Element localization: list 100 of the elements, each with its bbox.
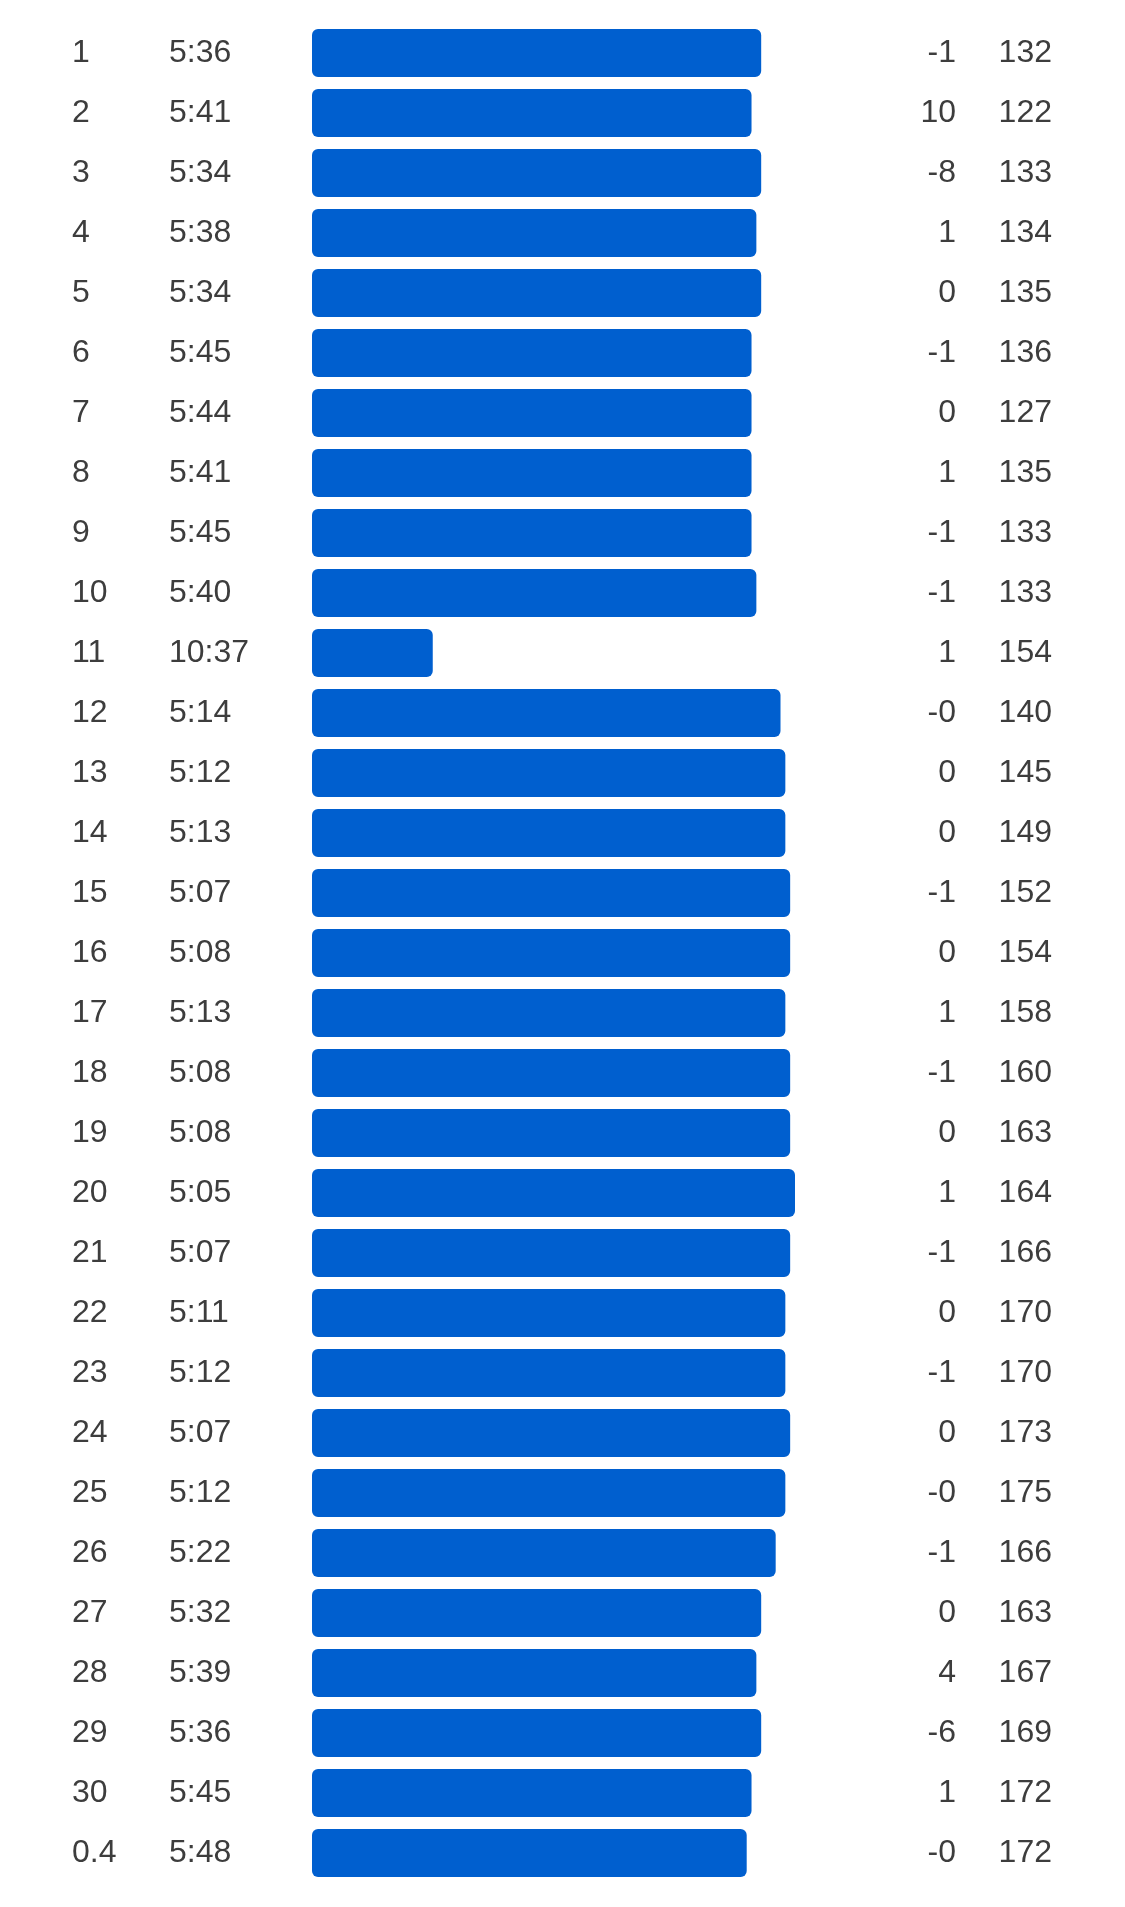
text: 5:12 [169, 1472, 232, 1509]
text: -1 [927, 32, 956, 69]
text: 163 [998, 1112, 1052, 1149]
text: 136 [998, 332, 1052, 369]
y-tick-label: 6 [72, 332, 90, 369]
text: 5:13 [169, 812, 232, 849]
text: 135 [998, 272, 1052, 309]
bar [312, 569, 757, 617]
text: 163 [998, 1592, 1052, 1629]
y-tick-label: 2 [72, 92, 90, 129]
y-tick-label: 18 [72, 1052, 108, 1089]
text: -0 [927, 1832, 956, 1869]
text: 5:22 [169, 1532, 232, 1569]
text: 5:45 [169, 1772, 232, 1809]
text: 5:12 [169, 1352, 232, 1389]
text: 170 [998, 1292, 1052, 1329]
y-tick-label: 14 [72, 812, 108, 849]
text: 10:37 [169, 632, 250, 669]
y-tick-label: 27 [72, 1592, 108, 1629]
bar [312, 1289, 786, 1337]
text: 172 [998, 1832, 1052, 1869]
text: 5:41 [169, 92, 232, 129]
bar [312, 929, 791, 977]
text: 5:34 [169, 152, 232, 189]
bar [312, 989, 786, 1037]
y-tick-label: 17 [72, 992, 108, 1029]
bar [312, 629, 433, 677]
text: 5:38 [169, 212, 232, 249]
text: 1 [938, 992, 956, 1029]
text: -1 [927, 1232, 956, 1269]
y-tick-label: 8 [72, 452, 90, 489]
y-tick-label: 30 [72, 1772, 108, 1809]
text: 167 [998, 1652, 1052, 1689]
text: 158 [998, 992, 1052, 1029]
y-tick-label: 15 [72, 872, 108, 909]
bar [312, 449, 752, 497]
text: 1 [938, 1772, 956, 1809]
text: 5:08 [169, 1052, 232, 1089]
text: 5:11 [169, 1292, 229, 1329]
text: 5:36 [169, 32, 232, 69]
y-tick-label: 16 [72, 932, 108, 969]
text: 135 [998, 452, 1052, 489]
text: 134 [998, 212, 1052, 249]
text: 0 [938, 932, 956, 969]
text: 152 [998, 872, 1052, 909]
y-tick-label: 12 [72, 692, 108, 729]
bar [312, 689, 781, 737]
bar [312, 1409, 791, 1457]
bar [312, 389, 752, 437]
text: -1 [927, 1532, 956, 1569]
text: -1 [927, 1352, 956, 1389]
text: 122 [998, 92, 1052, 129]
bar [312, 89, 752, 137]
y-tick-label: 7 [72, 392, 90, 429]
text: 5:48 [169, 1832, 232, 1869]
text: -1 [927, 1052, 956, 1089]
text: 4 [938, 1652, 956, 1689]
text: -1 [927, 572, 956, 609]
text: -6 [927, 1712, 956, 1749]
text: 169 [998, 1712, 1052, 1749]
text: 0 [938, 272, 956, 309]
text: 1 [938, 1172, 956, 1209]
text: 149 [998, 812, 1052, 849]
text: 1 [938, 212, 956, 249]
text: 5:45 [169, 332, 232, 369]
bar [312, 1529, 776, 1577]
text: 5:44 [169, 392, 232, 429]
text: 5:08 [169, 1112, 232, 1149]
text: 133 [998, 152, 1052, 189]
y-tick-label: 19 [72, 1112, 108, 1149]
bar [312, 209, 757, 257]
text: 170 [998, 1352, 1052, 1389]
text: -0 [927, 692, 956, 729]
text: 145 [998, 752, 1052, 789]
text: 133 [998, 572, 1052, 609]
text: 5:34 [169, 272, 232, 309]
text: 5:40 [169, 572, 232, 609]
bar [312, 809, 786, 857]
y-tick-label: 3 [72, 152, 90, 189]
bar [312, 1469, 786, 1517]
y-tick-label: 29 [72, 1712, 108, 1749]
text: 166 [998, 1232, 1052, 1269]
bar [312, 269, 762, 317]
text: 140 [998, 692, 1052, 729]
bar [312, 1829, 747, 1877]
text: 160 [998, 1052, 1052, 1089]
bar [312, 1049, 791, 1097]
text: 5:39 [169, 1652, 232, 1689]
y-tick-label: 11 [72, 632, 106, 669]
bar [312, 1769, 752, 1817]
text: 10 [920, 92, 956, 129]
text: 5:14 [169, 692, 232, 729]
y-tick-label: 10 [72, 572, 108, 609]
y-tick-label: 0.4 [72, 1832, 117, 1869]
text: 0 [938, 812, 956, 849]
text: 1 [938, 632, 956, 669]
y-tick-label: 22 [72, 1292, 108, 1329]
text: -8 [927, 152, 956, 189]
y-tick-label: 24 [72, 1412, 108, 1449]
text: -1 [927, 512, 956, 549]
